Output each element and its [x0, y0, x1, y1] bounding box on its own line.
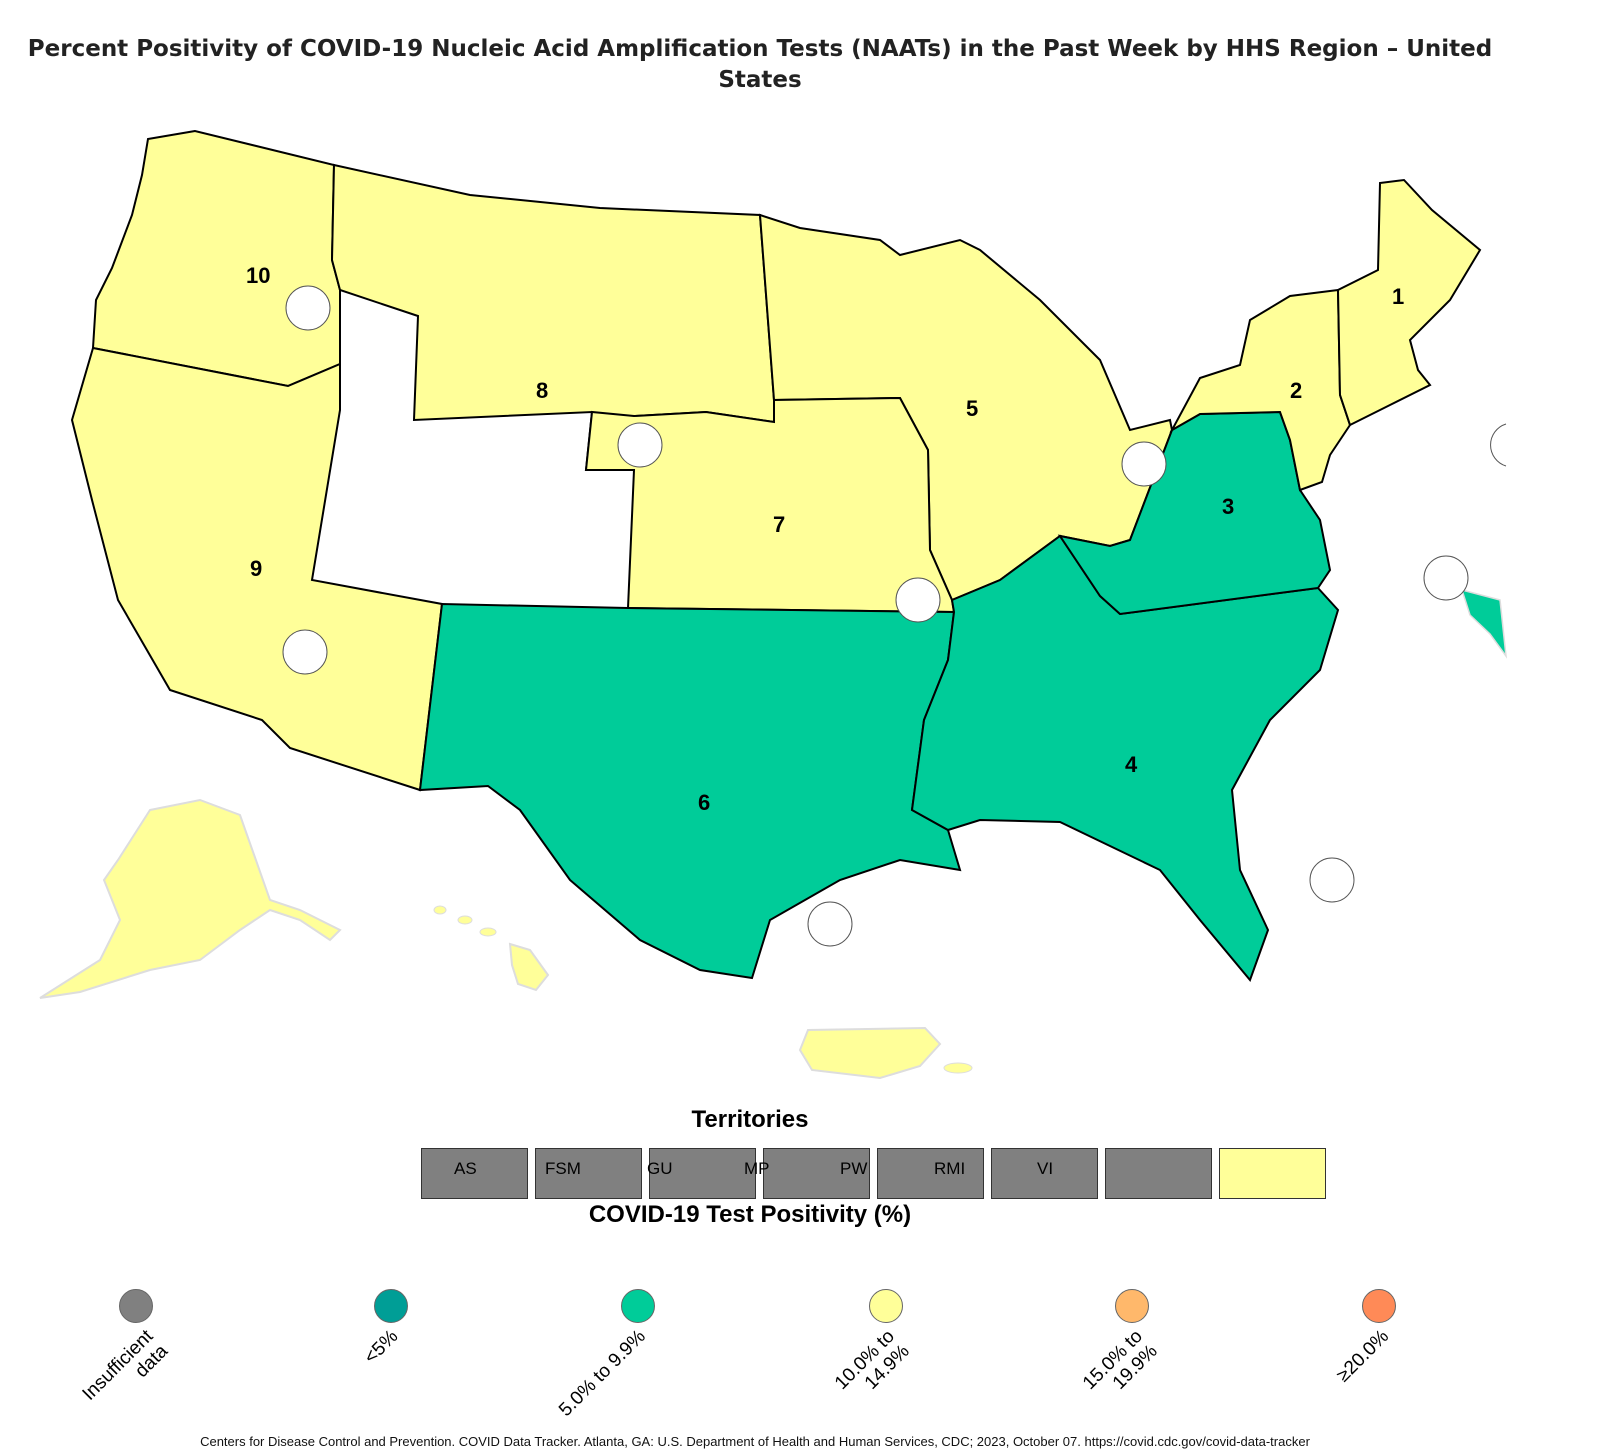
callout-circle: [895, 577, 941, 623]
territory-label-fsm: FSM: [545, 1159, 581, 1178]
territory-label-pw: PW: [840, 1159, 868, 1178]
region-label-8: 8: [536, 378, 548, 403]
callout-circle: [617, 422, 663, 468]
region-label-5: 5: [966, 396, 978, 421]
region-label-10: 10: [246, 263, 270, 288]
region-label-9: 9: [250, 556, 262, 581]
territory-box-pw[interactable]: [877, 1148, 984, 1199]
region-6[interactable]: [418, 602, 962, 980]
territory-box-fsm[interactable]: [535, 1148, 642, 1199]
legend-label-ge20: ≥20.0%: [1332, 1326, 1393, 1387]
region-1[interactable]: [1336, 178, 1482, 427]
legend-dot-insufficient: [119, 1289, 153, 1323]
legend-dot-lt5: [374, 1289, 408, 1323]
territory-box-rmi[interactable]: [991, 1148, 1098, 1199]
callout-circle: [1423, 555, 1469, 601]
hawaii-island: [433, 905, 447, 915]
region-label-7: 7: [773, 512, 785, 537]
callout-circle: [1309, 857, 1355, 903]
callout-circle: [282, 629, 328, 675]
legend-label-5-9: 5.0% to 9.9%: [555, 1326, 650, 1421]
region-7[interactable]: [584, 396, 956, 614]
legend-dot-10-14: [869, 1289, 903, 1323]
territory-label-gu: GU: [647, 1159, 673, 1178]
territory-label-rmi: RMI: [934, 1159, 966, 1178]
callout-circle: [807, 901, 853, 947]
region-10[interactable]: [91, 129, 341, 388]
legend-label-10-14: 10.0% to 14.9%: [830, 1326, 914, 1394]
legend-title: COVID-19 Test Positivity (%): [588, 1201, 912, 1228]
puerto-rico: [798, 1026, 942, 1080]
territory-box-gu[interactable]: [649, 1148, 756, 1199]
territories-title: Territories: [691, 1106, 809, 1133]
region-label-2: 2: [1290, 378, 1302, 403]
map-title: Percent Positivity of COVID-19 Nucleic A…: [27, 36, 1493, 93]
region-9[interactable]: [70, 346, 444, 792]
legend-label-lt5: <5%: [360, 1326, 403, 1369]
territory-label-as: AS: [454, 1159, 477, 1178]
region-label-3: 3: [1222, 494, 1234, 519]
territory-box-pr[interactable]: [1219, 1148, 1326, 1199]
callout-circle: [1121, 441, 1167, 487]
region-label-4: 4: [1125, 752, 1138, 777]
callout-circle-partial: [1490, 423, 1507, 467]
territory-box-vi[interactable]: [1105, 1148, 1212, 1199]
footer-citation: Centers for Disease Control and Preventi…: [200, 1434, 1310, 1449]
territory-label-mp: MP: [744, 1159, 770, 1178]
region-label-1: 1: [1392, 284, 1404, 309]
inset-shape: [1460, 588, 1508, 659]
legend-dot-5-9: [621, 1289, 655, 1323]
territory-box-as[interactable]: [421, 1148, 528, 1199]
hawaii: [508, 942, 550, 992]
legend-dot-ge20: [1362, 1289, 1396, 1323]
territory-box-mp[interactable]: [763, 1148, 870, 1199]
legend-dot-15-19: [1115, 1289, 1149, 1323]
legend-label-15-19: 15.0% to 19.9%: [1078, 1326, 1162, 1394]
hawaii-island: [457, 915, 473, 925]
virgin-islands-shape: [943, 1062, 973, 1074]
hawaii-island: [479, 927, 497, 937]
callout-circle: [285, 285, 331, 331]
region-label-6: 6: [698, 790, 710, 815]
legend-label-insufficient: Insufficient data: [78, 1326, 172, 1405]
us-map: 10 8 5 7 9 6 4 3 2 1: [39, 129, 1508, 1080]
territory-label-vi: VI: [1037, 1159, 1054, 1178]
alaska: [39, 798, 342, 999]
